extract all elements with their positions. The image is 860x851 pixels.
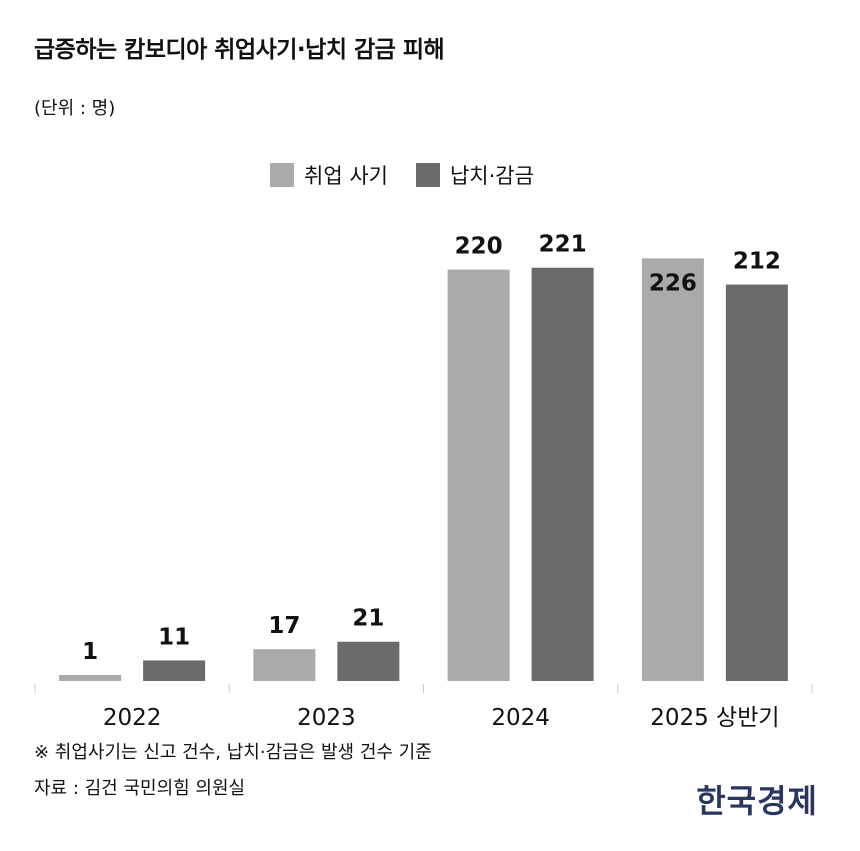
legend-swatch <box>415 163 440 187</box>
logo: 한국경제 <box>696 782 818 820</box>
bar <box>725 284 788 681</box>
bar <box>531 267 594 681</box>
data-label: 1 <box>82 639 98 665</box>
data-label: 220 <box>455 234 503 260</box>
legend: 취업 사기 납치·감금 <box>270 160 562 190</box>
data-label: 21 <box>352 606 384 632</box>
legend-label: 취업 사기 <box>304 164 388 188</box>
legend-swatch <box>270 163 294 187</box>
bar <box>337 641 400 681</box>
footnote: ※ 취업사기는 신고 건수, 납치·감금은 발생 건수 기준 <box>34 742 432 763</box>
data-label: 226 <box>649 270 697 296</box>
legend-label: 납치·감금 <box>449 164 534 188</box>
data-label: 212 <box>733 249 781 275</box>
chart-title: 급증하는 캄보디아 취업사기·납치 감금 피해 <box>34 37 445 63</box>
x-tick-label: 2025 상반기 <box>650 705 779 731</box>
data-label: 11 <box>158 624 190 650</box>
x-tick-label: 2023 <box>297 705 356 731</box>
data-label: 17 <box>268 613 300 639</box>
x-tick-label: 2024 <box>491 705 550 731</box>
legend-item-kidnapping: 납치·감금 <box>415 160 534 190</box>
bar <box>253 649 316 681</box>
legend-item-job-fraud: 취업 사기 <box>270 160 388 190</box>
bar <box>59 675 122 681</box>
bar <box>143 660 206 681</box>
bar <box>447 269 510 681</box>
source-text: 자료 : 김건 국민의힘 의원실 <box>34 778 246 799</box>
data-label: 221 <box>539 232 587 258</box>
unit-label: (단위 : 명) <box>34 98 116 119</box>
x-tick-label: 2022 <box>103 705 162 731</box>
bar <box>641 258 704 681</box>
